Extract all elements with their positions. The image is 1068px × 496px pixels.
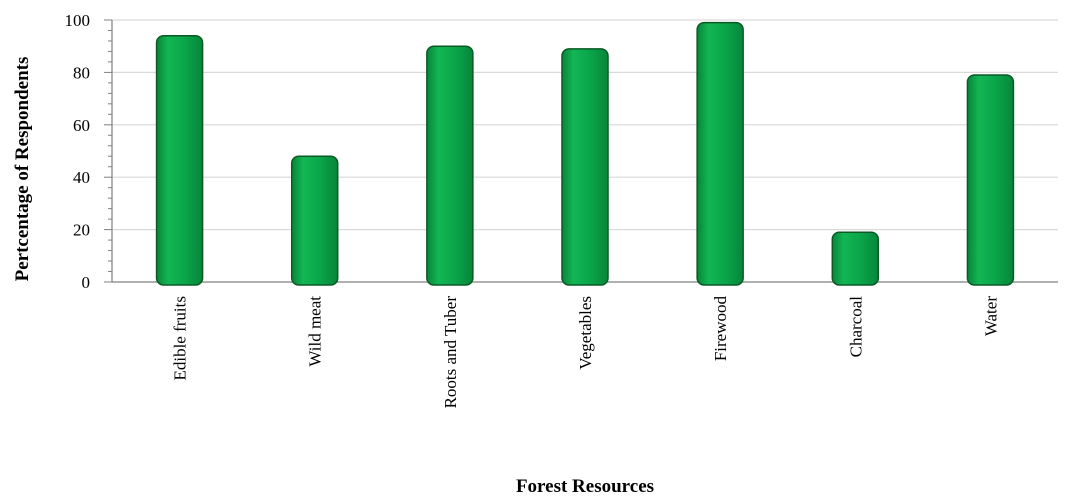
y-tick-label: 80 — [73, 63, 90, 82]
bars — [155, 21, 1015, 286]
bar-roots-and-tuber — [426, 45, 474, 286]
bar-wild-meat — [290, 155, 339, 286]
x-category-label: Charcoal — [846, 296, 865, 358]
x-category-labels: Edible fruits Wild meat Roots and Tuber Veg… — [171, 296, 1001, 409]
y-tick-label: 60 — [73, 116, 90, 135]
bar-charcoal — [831, 231, 880, 286]
x-category-label: Wild meat — [306, 296, 325, 367]
y-tick-label: 0 — [82, 273, 91, 292]
x-category-label: Water — [981, 296, 1000, 336]
y-axis-title: Pertcentage of Respondents — [12, 57, 33, 282]
y-tick-label: 40 — [73, 168, 90, 187]
x-category-label: Vegetables — [576, 296, 595, 370]
y-tick-label: 100 — [65, 11, 91, 30]
x-category-label: Edible fruits — [171, 296, 190, 381]
bar-edible-fruits — [155, 34, 204, 286]
y-tick-labels: 0 20 40 60 80 100 — [65, 11, 91, 292]
x-category-label: Roots and Tuber — [441, 296, 460, 409]
y-tick-label: 20 — [73, 221, 90, 240]
bar-water — [966, 74, 1015, 286]
x-category-label: Firewood — [711, 296, 730, 362]
bar-firewood — [696, 21, 744, 286]
x-axis-title: Forest Resources — [516, 476, 654, 496]
bar-vegetables — [561, 48, 609, 286]
